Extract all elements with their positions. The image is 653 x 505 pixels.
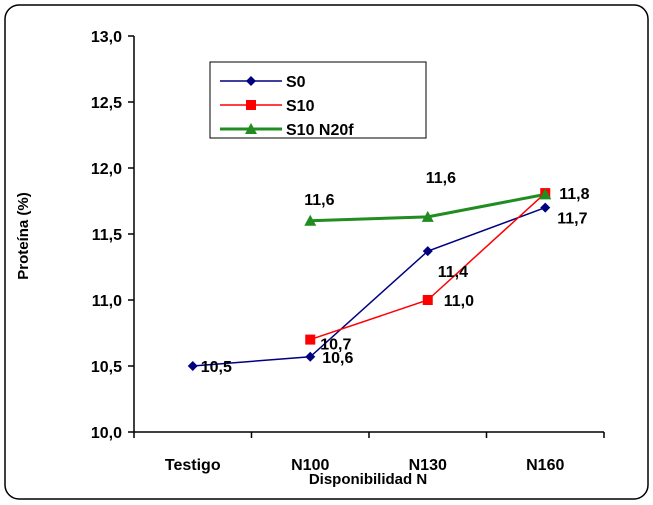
y-tick-label: 10,5 (91, 359, 122, 376)
legend-label: S0 (286, 74, 306, 91)
legend: S0 S10 S10 N20f (209, 61, 427, 139)
chart-frame: 10,0 10,5 11,0 11,5 12,0 12,5 13,0 Testigo N100… (4, 4, 649, 500)
data-label: 11,7 (557, 211, 587, 228)
y-tick-label: 11,0 (92, 293, 122, 310)
data-point (305, 351, 316, 362)
data-label: 11,6 (426, 170, 456, 187)
series-line-0 (192, 206, 546, 367)
data-point (187, 361, 198, 371)
line-chart: 10,0 10,5 11,0 11,5 12,0 12,5 13,0 Testigo N100… (4, 4, 649, 500)
y-tick-label: 11,5 (92, 227, 122, 244)
axes (128, 35, 605, 438)
legend-marker (246, 100, 256, 110)
x-axis-title: Disponibilidad N (309, 471, 427, 488)
y-tick-label: 10,0 (91, 425, 122, 442)
data-point (304, 214, 317, 226)
x-tick-label: N160 (526, 457, 564, 474)
legend-label: S10 N20f (286, 122, 354, 139)
y-tick-label: 12,0 (91, 161, 122, 178)
legend-marker (245, 123, 257, 134)
data-point (422, 295, 433, 305)
legend-marker (246, 76, 256, 86)
data-point (421, 210, 434, 222)
data-label: 10,5 (201, 359, 232, 376)
x-tick-label: N100 (291, 457, 329, 474)
series-markers (187, 188, 552, 371)
y-axis-title: Proteína (%) (15, 192, 32, 280)
data-point (540, 202, 551, 213)
data-labels: 10,5 10,6 11,4 11,7 10,7 11,0 11,8 11,6 11,6 (201, 170, 590, 376)
data-point (422, 246, 433, 257)
y-tick-label: 12,5 (91, 95, 122, 112)
y-tick-labels: 10,0 10,5 11,0 11,5 12,0 12,5 13,0 (91, 29, 122, 442)
x-tick-labels: Testigo N100 N130 N160 (165, 457, 565, 474)
data-label: 10,6 (322, 350, 353, 367)
data-label: 11,4 (438, 264, 468, 281)
data-label: 11,6 (304, 192, 334, 209)
data-point (539, 188, 552, 200)
legend-entries: S0 S10 S10 N20f (220, 74, 354, 139)
data-label: 11,0 (444, 293, 474, 310)
data-label: 10,7 (320, 337, 351, 354)
y-tick-label: 13,0 (91, 29, 122, 46)
data-point (305, 334, 316, 345)
x-tick-label: Testigo (165, 457, 221, 474)
chart-border (4, 4, 649, 500)
data-label: 11,8 (559, 186, 589, 203)
legend-label: S10 (286, 98, 315, 115)
x-tick-label: N130 (409, 457, 447, 474)
